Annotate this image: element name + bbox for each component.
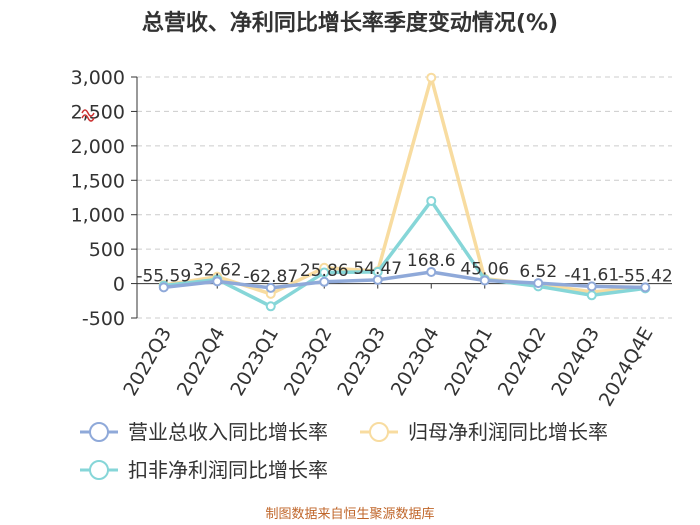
series-line xyxy=(163,270,646,290)
legend-label: 扣非净利润同比增长率 xyxy=(128,458,328,482)
data-point xyxy=(319,267,330,278)
y-tick-label: 500 xyxy=(89,239,125,261)
legend-item: 营业总收入同比增长率 xyxy=(80,420,328,444)
axis-break-icon xyxy=(81,109,95,122)
legend-label: 归母净利润同比增长率 xyxy=(408,420,608,444)
data-point xyxy=(372,274,383,285)
x-tick-label: 2022Q4 xyxy=(173,324,230,400)
x-tick-label: 2023Q4 xyxy=(387,324,444,400)
data-label: 168.6 xyxy=(407,251,456,271)
data-label: 6.52 xyxy=(519,262,557,282)
y-tick-label: 0 xyxy=(113,274,125,296)
data-label: -55.42 xyxy=(618,266,673,286)
data-point xyxy=(319,276,330,287)
y-tick-label: 2,000 xyxy=(71,136,125,158)
data-point xyxy=(265,282,276,293)
data-point xyxy=(265,301,276,312)
y-tick-label: -500 xyxy=(82,308,125,330)
legend-label: 营业总收入同比增长率 xyxy=(128,420,328,444)
data-point xyxy=(426,195,437,206)
source-note: 制图数据来自恒生聚源数据库 xyxy=(265,506,434,522)
x-tick-label: 2023Q2 xyxy=(280,324,337,400)
data-label: 25.86 xyxy=(300,261,349,281)
x-tick-label: 2024Q3 xyxy=(547,324,604,400)
data-label: -62.87 xyxy=(243,267,298,287)
legend-item: 归母净利润同比增长率 xyxy=(360,420,608,444)
legend-swatch-marker xyxy=(369,422,389,442)
axes: -50005001,0001,5002,0002,5003,0002022Q32… xyxy=(71,67,658,410)
series-line xyxy=(163,199,646,309)
chart-title: 总营收、净利同比增长率季度变动情况(%) xyxy=(142,10,558,36)
data-point xyxy=(426,266,437,277)
data-point xyxy=(426,72,437,83)
data-label: -41.61 xyxy=(564,265,619,285)
legend-swatch-marker xyxy=(89,460,109,480)
data-point xyxy=(158,282,169,293)
data-point xyxy=(479,275,490,286)
data-point xyxy=(586,281,597,292)
x-tick-label: 2024Q2 xyxy=(494,324,551,400)
y-tick-label: 1,500 xyxy=(71,170,125,192)
data-labels: -55.59 32.62 -62.87 25.86 54.47 168.6 45.06 6.5… xyxy=(136,251,672,287)
data-point xyxy=(533,278,544,289)
legend-swatch-marker xyxy=(89,422,109,442)
x-tick-label: 2024Q4E xyxy=(595,324,658,411)
x-tick-label: 2023Q1 xyxy=(226,324,283,400)
data-label: 54.47 xyxy=(353,259,402,279)
data-point xyxy=(640,282,651,293)
x-tick-label: 2023Q3 xyxy=(333,324,390,400)
y-tick-label: 3,000 xyxy=(71,67,125,89)
data-label: -55.59 xyxy=(136,266,191,286)
y-tick-label: 2,500 xyxy=(71,101,125,123)
data-point xyxy=(586,290,597,301)
data-label: 32.62 xyxy=(193,260,242,280)
legend-item: 扣非净利润同比增长率 xyxy=(80,458,328,482)
x-tick-label: 2024Q1 xyxy=(440,324,497,400)
series-lines xyxy=(158,72,651,312)
y-tick-label: 1,000 xyxy=(71,205,125,227)
data-point xyxy=(212,276,223,287)
x-tick-label: 2022Q3 xyxy=(119,324,176,400)
data-label: 45.06 xyxy=(460,259,509,279)
